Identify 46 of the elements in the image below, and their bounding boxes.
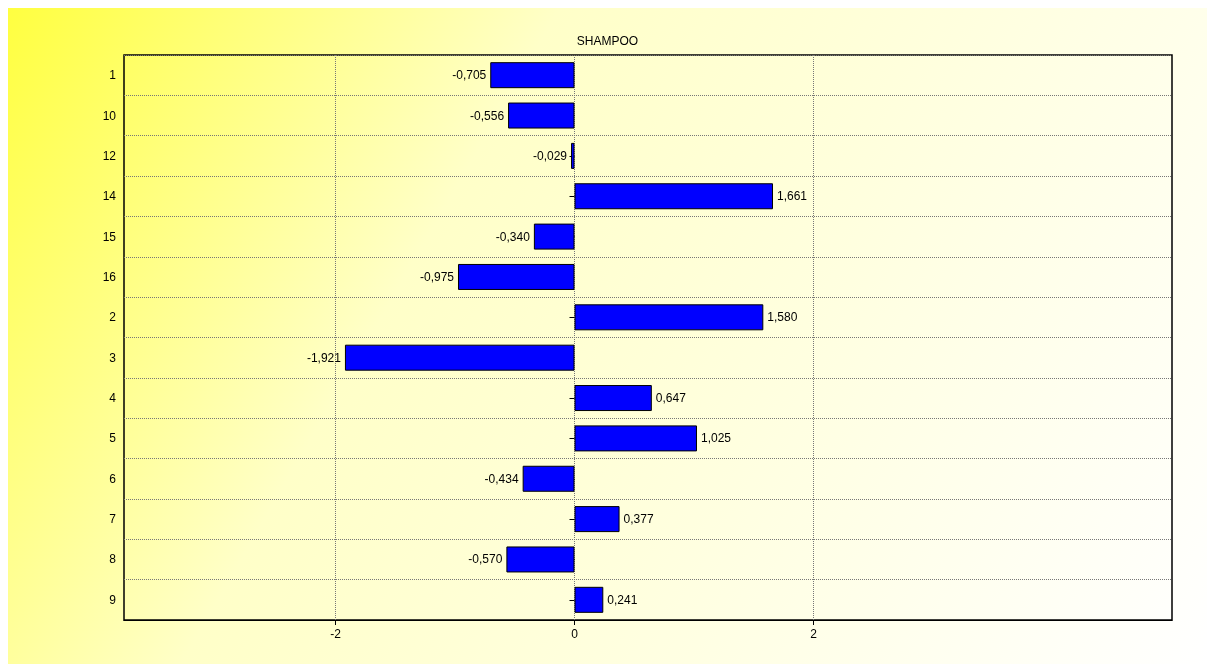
bar (522, 465, 575, 492)
bar (458, 263, 575, 290)
data-label: 1,661 (777, 189, 808, 204)
bar (574, 586, 604, 613)
data-label: 0,377 (623, 512, 654, 527)
bar (574, 425, 697, 452)
data-label: -0,556 (470, 108, 505, 123)
chart-title: SHAMPOO (576, 34, 639, 48)
y-tick-label: 8 (109, 552, 117, 567)
bar (508, 102, 575, 129)
bar (344, 344, 575, 371)
data-label: -0,975 (419, 269, 455, 284)
y-tick-label: 5 (109, 431, 117, 446)
data-label: -0,434 (484, 471, 519, 486)
bar (490, 62, 575, 89)
data-label: 1,025 (700, 431, 732, 446)
data-label: 1,580 (767, 310, 798, 325)
y-tick-label: 15 (102, 229, 117, 244)
y-tick-label: 6 (109, 471, 117, 486)
x-tick-label: 0 (571, 627, 579, 641)
data-label: 0,647 (655, 391, 687, 406)
y-tick-label: 1 (109, 68, 117, 83)
data-label: -0,570 (468, 552, 503, 567)
data-label: -0,340 (495, 229, 531, 244)
y-tick-label: 4 (109, 391, 117, 406)
data-label: -0,705 (452, 68, 487, 83)
bar (506, 546, 575, 573)
y-tick-label: 16 (102, 269, 117, 284)
bar (574, 304, 764, 331)
y-tick-label: 2 (109, 310, 117, 325)
bar (574, 506, 620, 533)
x-tick-label: -2 (330, 627, 342, 641)
y-tick-label: 12 (102, 148, 117, 163)
x-tick-label: 2 (810, 627, 818, 641)
y-tick-label: 14 (102, 189, 117, 204)
y-tick-label: 10 (102, 108, 117, 123)
data-label: -1,921 (306, 350, 342, 365)
bar (574, 385, 652, 412)
y-tick-label: 7 (109, 512, 117, 527)
y-tick-label: 3 (109, 350, 117, 365)
y-tick-label: 9 (109, 592, 117, 607)
bar (571, 142, 575, 169)
data-label: -0,029 (533, 148, 568, 163)
data-label: 0,241 (607, 592, 638, 607)
bar (574, 183, 773, 210)
bar (533, 223, 575, 250)
